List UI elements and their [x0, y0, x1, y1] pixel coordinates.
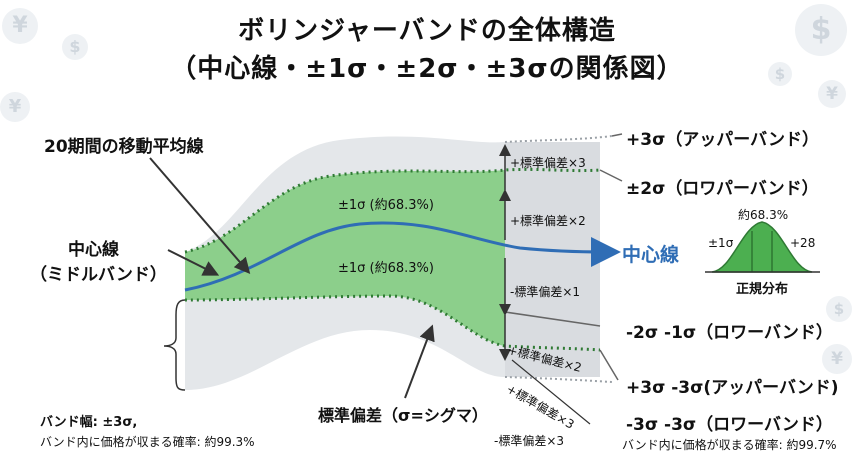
band-width-prob: バンド内に価格が収まる確率: 約99.3%: [40, 435, 255, 449]
yen-coin-icon: ¥: [822, 344, 852, 374]
right-band-panel: [505, 142, 600, 377]
connector-line: [599, 349, 619, 381]
center-arrow-label: 中心線: [622, 244, 680, 266]
connector-line: [611, 133, 623, 137]
diag-arrow: [511, 359, 591, 425]
upper3-label: +3σ（アッパーバンド）: [626, 130, 819, 150]
arrow-minus1-label: -標準偏差×1: [510, 285, 581, 299]
nd-top-label: 約68.3%: [738, 208, 789, 222]
plus1-area-label: ±1σ (約68.3%): [338, 198, 434, 213]
title-line-1: ボリンジャーバンドの全体構造: [238, 16, 616, 46]
outer-upper-3sigma: [504, 135, 613, 143]
diag-minus3-label: -標準偏差×3: [494, 434, 565, 448]
std-dev-label: 標準偏差（σ=シグマ）: [318, 406, 488, 425]
title-line-2: （中心線・±1σ・±2σ・±3σの関係図）: [170, 54, 684, 84]
center-pointer: [167, 249, 220, 276]
dollar-coin-icon: $: [768, 62, 792, 86]
dollar-coin-icon: $: [795, 4, 847, 56]
minus1-area-label: ±1σ (約68.3%): [338, 261, 434, 276]
stddev-pointer: [404, 324, 435, 399]
right-footnote: バンド内に価格が収まる確率: 約99.7%: [622, 438, 837, 452]
yen-coin-icon: ¥: [818, 80, 846, 108]
connector-line: [504, 311, 601, 327]
middle-band-label: （ミドルバンド）: [30, 265, 167, 285]
ma20-label: 20期間の移動平均線: [44, 137, 204, 157]
ma20-pointer: [149, 157, 251, 275]
normal-distribution: [705, 221, 820, 273]
lower2-upper-label: ±2σ（ロワパーバンド）: [626, 179, 819, 199]
yen-coin-icon: ¥: [0, 92, 30, 122]
dotted-upper-2sigma: [184, 167, 601, 254]
band-width-label: バンド幅: ±3σ,: [40, 415, 138, 430]
lower1-label: -2σ -1σ（ロワーバンド）: [626, 323, 833, 343]
upper-pair-label: +3σ -3σ(アッパーバンド): [626, 378, 839, 398]
dollar-coin-icon: $: [826, 296, 852, 322]
center-line-label: 中心線: [68, 240, 119, 260]
arrow-plus3-label: +標準偏差×3: [510, 156, 586, 170]
nd-left-label: ±1σ: [708, 236, 734, 250]
yen-coin-icon: ¥: [2, 8, 38, 44]
lower-pair-label: -3σ -3σ（ロワーバンド）: [626, 415, 833, 435]
connector-line: [599, 169, 623, 182]
center-line: [184, 221, 621, 292]
arrow-plus2-label: +標準偏差×2: [510, 214, 586, 228]
nd-caption: 正規分布: [736, 282, 789, 297]
band-brace: [163, 299, 186, 391]
dotted-lower-2sigma: [184, 294, 601, 352]
nd-right-label: +28: [790, 236, 816, 250]
outer-lower-3sigma: [504, 376, 613, 383]
dollar-coin-icon: $: [62, 34, 88, 60]
